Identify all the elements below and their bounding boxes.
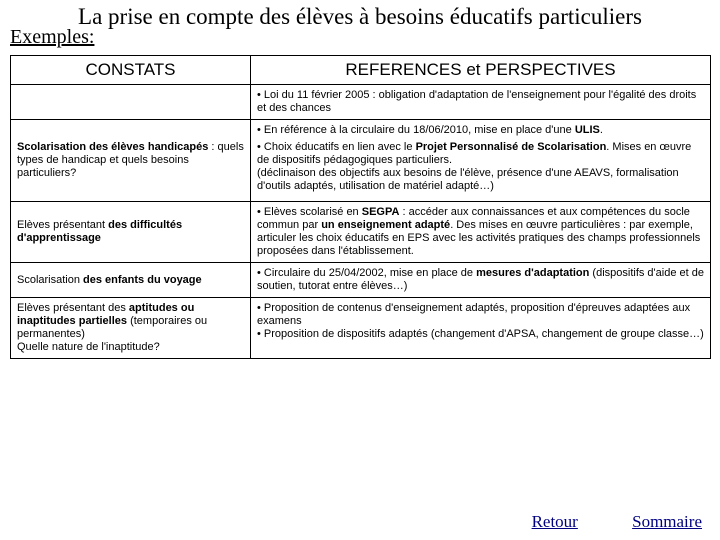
header-constats: CONSTATS	[11, 56, 251, 85]
cell-constats-2: Elèves présentant des difficultés d'appr…	[11, 202, 251, 263]
cell-constats-4: Elèves présentant des aptitudes ou inapt…	[11, 298, 251, 359]
main-table: CONSTATS REFERENCES et PERSPECTIVES • Lo…	[10, 55, 711, 358]
cell-refs-1: • En référence à la circulaire du 18/06/…	[251, 120, 711, 202]
sommaire-link[interactable]: Sommaire	[632, 512, 702, 531]
slide: La prise en compte des élèves à besoins …	[0, 0, 720, 540]
table-row: Scolarisation des élèves handicapés : qu…	[11, 120, 711, 202]
table-row: • Loi du 11 février 2005 : obligation d'…	[11, 85, 711, 120]
table-header-row: CONSTATS REFERENCES et PERSPECTIVES	[11, 56, 711, 85]
retour-link[interactable]: Retour	[532, 512, 578, 531]
cell-constats-1: Scolarisation des élèves handicapés : qu…	[11, 120, 251, 202]
cell-constats-3: Scolarisation des enfants du voyage	[11, 263, 251, 298]
footer-links: Retour Sommaire	[532, 512, 702, 532]
cell-refs-0: • Loi du 11 février 2005 : obligation d'…	[251, 85, 711, 120]
cell-refs-2: • Elèves scolarisé en SEGPA : accéder au…	[251, 202, 711, 263]
page-title: La prise en compte des élèves à besoins …	[40, 4, 680, 30]
cell-constats-0	[11, 85, 251, 120]
cell-refs-3: • Circulaire du 25/04/2002, mise en plac…	[251, 263, 711, 298]
table-row: Elèves présentant des aptitudes ou inapt…	[11, 298, 711, 359]
table-row: Elèves présentant des difficultés d'appr…	[11, 202, 711, 263]
header-refs: REFERENCES et PERSPECTIVES	[251, 56, 711, 85]
table-row: Scolarisation des enfants du voyage • Ci…	[11, 263, 711, 298]
cell-refs-4: • Proposition de contenus d'enseignement…	[251, 298, 711, 359]
